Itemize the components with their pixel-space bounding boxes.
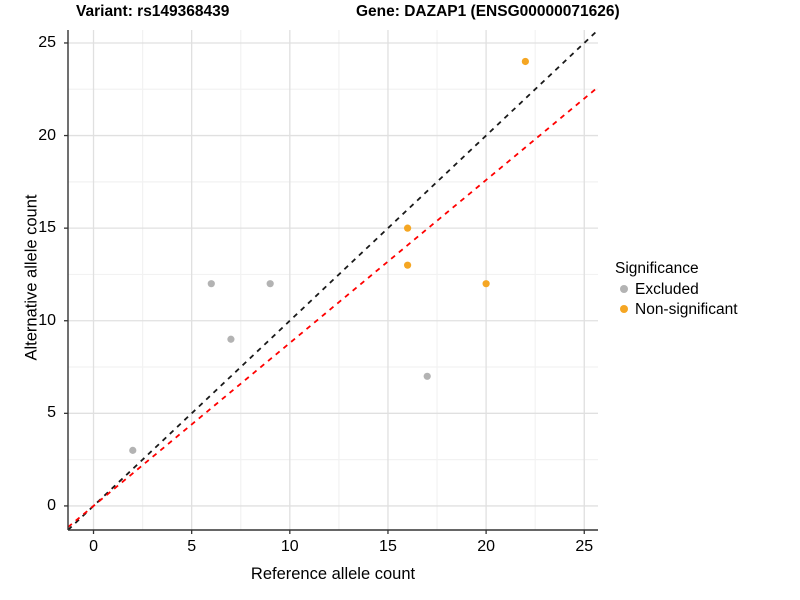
x-axis-title: Reference allele count: [250, 565, 416, 583]
x-tick-label: 15: [379, 538, 397, 555]
x-tick-label: 0: [89, 538, 98, 555]
x-tick-label: 25: [575, 538, 594, 555]
x-tick-label: 10: [280, 538, 299, 555]
legend-items: Excluded Non-significant: [615, 279, 795, 319]
y-tick-label: 25: [38, 33, 56, 51]
y-tick-label: 5: [47, 404, 56, 422]
gene-title: Gene: DAZAP1 (ENSG00000071626): [356, 3, 620, 20]
y-tick-label: 0: [47, 496, 56, 514]
major-gridlines: [68, 30, 598, 530]
data-point: [403, 224, 412, 232]
variant-title: Variant: rs149368439: [76, 3, 230, 20]
legend-item[interactable]: Excluded: [615, 279, 795, 299]
data-point: [423, 372, 431, 380]
y-tick-label: 10: [38, 311, 56, 329]
data-point: [482, 280, 490, 288]
reference-lines: [68, 30, 598, 530]
legend-marker-icon: [615, 280, 633, 298]
legend-item-label: Excluded: [635, 280, 699, 298]
x-tick-label: 20: [477, 538, 495, 555]
data-points: [129, 57, 529, 454]
data-point: [207, 280, 215, 288]
data-point: [227, 335, 235, 343]
data-point: [129, 446, 137, 454]
data-point: [266, 280, 274, 288]
data-point: [521, 57, 529, 66]
legend-item-label: Non-significant: [635, 300, 738, 318]
minor-gridlines: [68, 30, 598, 530]
x-tick-label: 5: [187, 538, 197, 555]
legend-item[interactable]: Non-significant: [615, 299, 795, 319]
legend-marker-icon: [615, 300, 633, 318]
y-tick-label: 20: [38, 126, 56, 144]
plot-panel: [68, 30, 598, 530]
legend: Significance Excluded Non-significant: [615, 259, 795, 319]
y-tick-label: 15: [38, 219, 56, 237]
plot-area: [68, 30, 598, 530]
y-axis-title: Alternative allele count: [22, 194, 41, 361]
data-point: [403, 261, 412, 269]
legend-title: Significance: [615, 260, 699, 277]
